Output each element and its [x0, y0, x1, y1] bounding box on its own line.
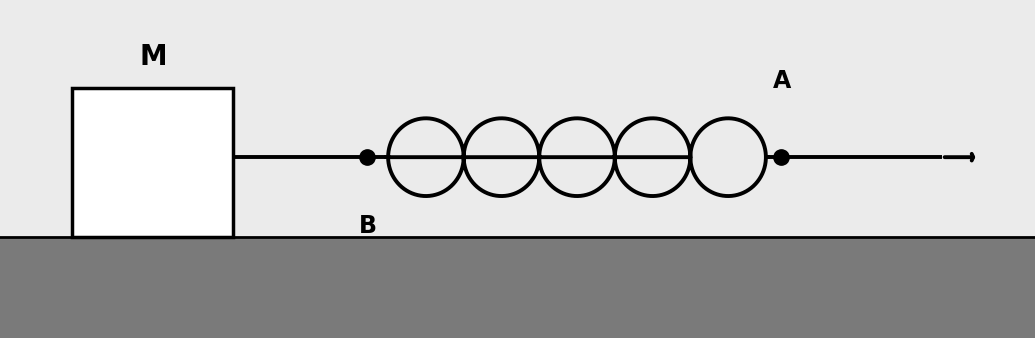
Bar — [388, 83, 766, 169]
Text: B: B — [358, 214, 377, 239]
Text: M: M — [140, 44, 167, 71]
Bar — [72, 88, 233, 237]
Text: A: A — [773, 69, 792, 93]
Bar — [0, 237, 1035, 338]
